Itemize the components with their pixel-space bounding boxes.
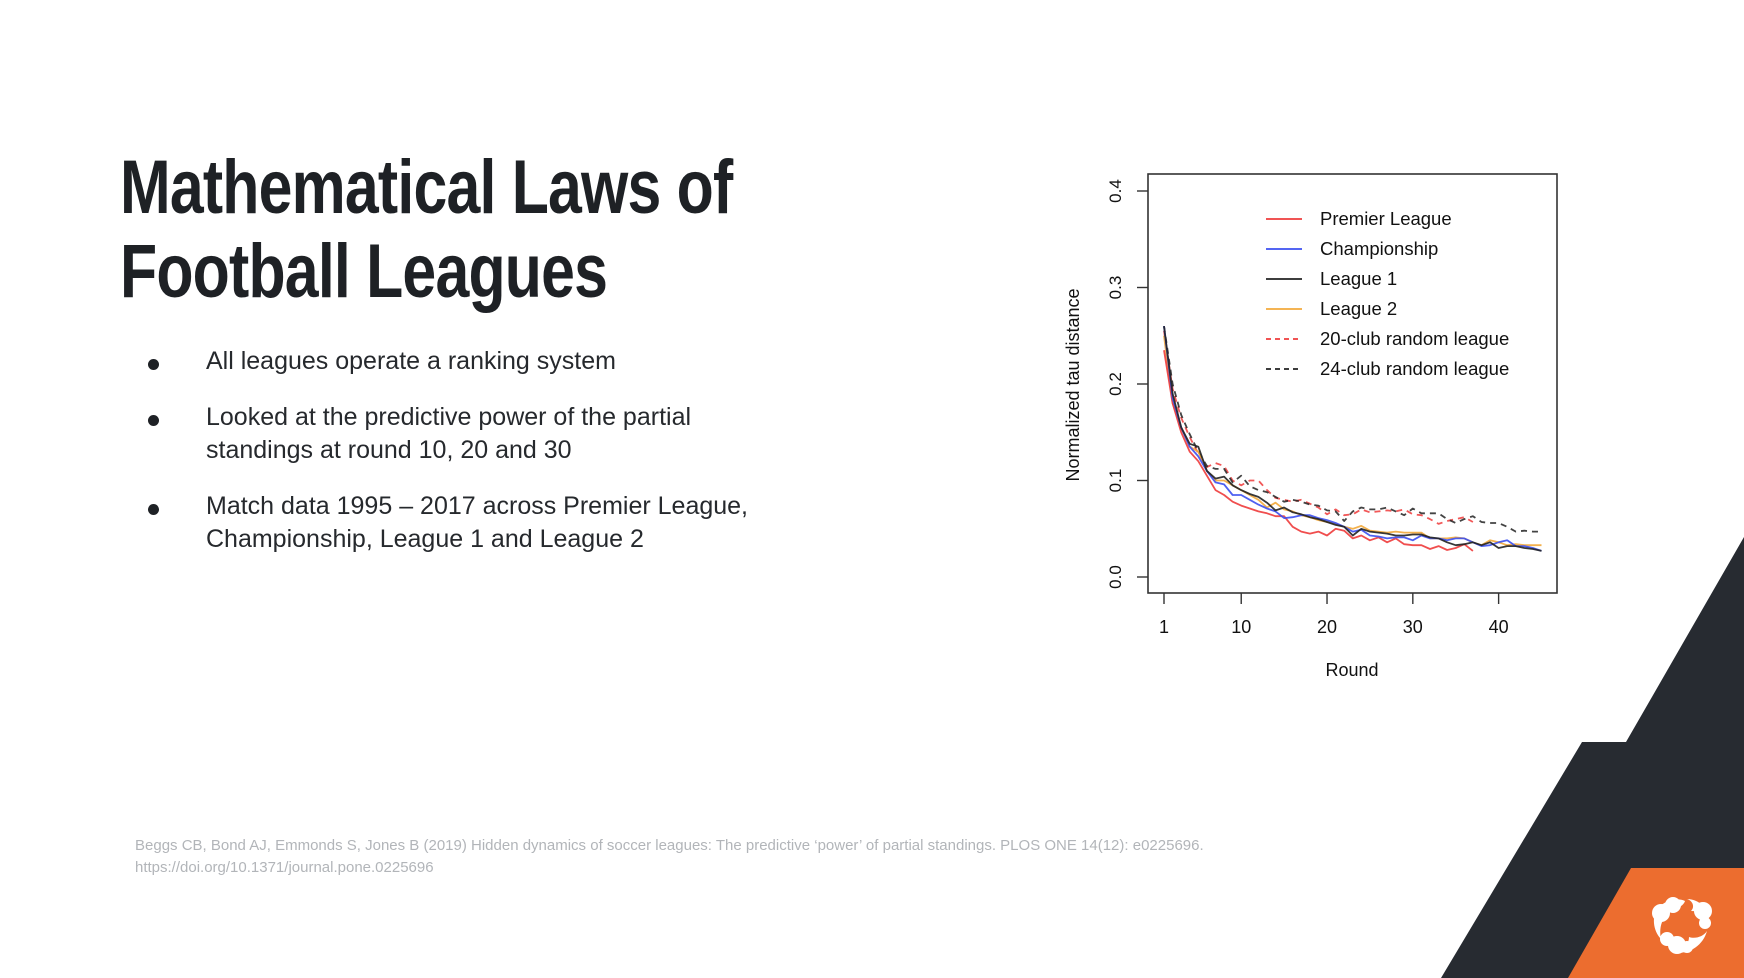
bullet-text: Match data 1995 – 2017 across Premier Le…: [206, 492, 749, 553]
x-tick-label: 20: [1317, 617, 1337, 637]
citation-doi-link[interactable]: https://doi.org/10.1371/journal.pone.022…: [135, 859, 434, 876]
y-tick-label: 0.2: [1106, 372, 1125, 396]
x-axis: 1 10 20 30 40: [1159, 593, 1509, 637]
plot-frame: [1147, 173, 1558, 594]
legend-label-championship: Championship: [1320, 238, 1438, 259]
series-layer: [1163, 325, 1542, 552]
x-tick-label: 10: [1231, 617, 1251, 637]
legend-label-20-club-random-league: 20-club random league: [1320, 328, 1509, 349]
bullet-dot-icon: [148, 504, 159, 515]
legend: Premier League Championship League 1 League…: [1266, 208, 1509, 379]
citation: Beggs CB, Bond AJ, Emmonds S, Jones B (2…: [135, 835, 1204, 879]
bullet-text: All leagues operate a ranking system: [206, 347, 616, 375]
y-tick-label: 0.1: [1106, 469, 1125, 493]
legend-label-league-1: League 1: [1320, 268, 1397, 289]
y-axis: 0.0 0.1 0.2 0.3 0.4: [1106, 179, 1148, 589]
title-line-1: Mathematical Laws of: [120, 145, 733, 230]
series-line-20-club-random-league: [1163, 330, 1474, 525]
series-line-league-1: [1163, 325, 1542, 552]
x-tick-label: 40: [1489, 617, 1509, 637]
x-axis-label: Round: [1325, 660, 1378, 680]
bullet-item: Looked at the predictive power of the pa…: [142, 401, 782, 467]
x-tick-label: 30: [1403, 617, 1423, 637]
x-tick-label: 1: [1159, 617, 1169, 637]
legend-label-24-club-random-league: 24-club random league: [1320, 358, 1509, 379]
dark-diagonal-shape: [1441, 537, 1744, 978]
slide-title: Mathematical Laws of Football Leagues: [120, 145, 733, 314]
bullet-dot-icon: [148, 415, 159, 426]
bullet-item: Match data 1995 – 2017 across Premier Le…: [142, 490, 782, 556]
series-line-premier-league: [1163, 350, 1474, 552]
y-axis-label: Normalized tau distance: [1063, 288, 1083, 481]
bullet-text: Looked at the predictive power of the pa…: [206, 403, 692, 464]
citation-line-1: Beggs CB, Bond AJ, Emmonds S, Jones B (2…: [135, 837, 1204, 854]
bullet-dot-icon: [148, 359, 159, 370]
brand-swirl-logo-icon: [1652, 897, 1712, 954]
y-tick-label: 0.3: [1106, 276, 1125, 300]
bullet-list: All leagues operate a ranking system Loo…: [142, 345, 782, 579]
title-line-2: Football Leagues: [120, 229, 608, 314]
series-line-24-club-random-league: [1163, 325, 1542, 533]
legend-label-premier-league: Premier League: [1320, 208, 1452, 229]
bullet-item: All leagues operate a ranking system: [142, 345, 782, 378]
y-tick-label: 0.4: [1106, 179, 1125, 203]
y-tick-label: 0.0: [1106, 565, 1125, 589]
legend-label-league-2: League 2: [1320, 298, 1397, 319]
